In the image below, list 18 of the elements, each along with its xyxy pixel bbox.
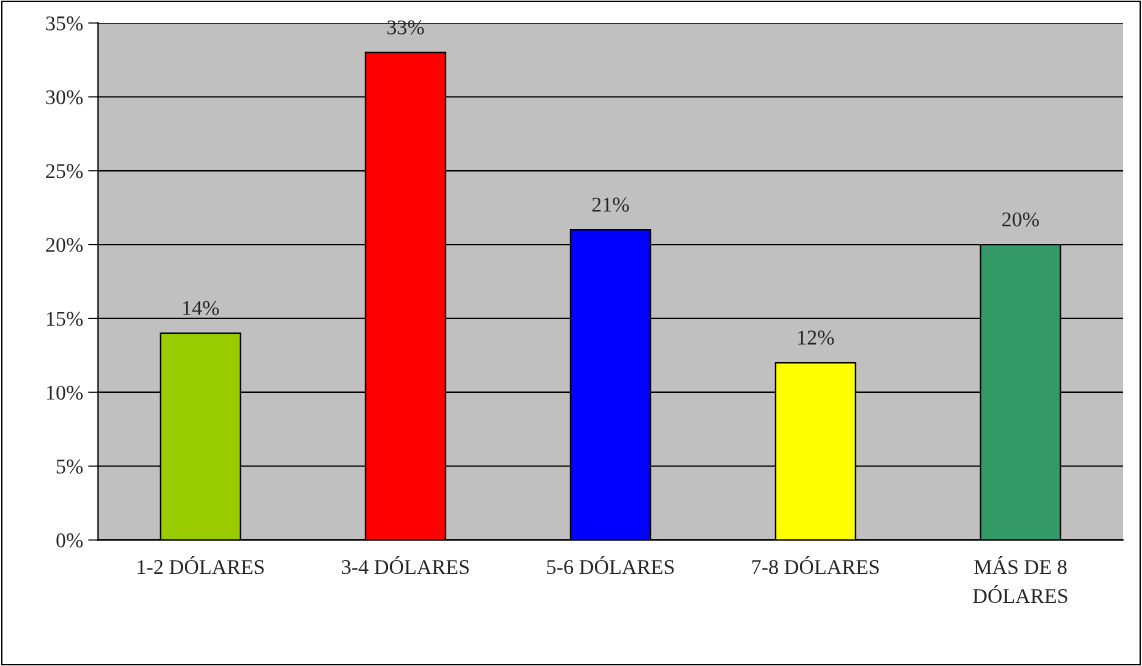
- y-tick-label: 15%: [47, 311, 83, 326]
- x-tick-label: 1-2 DÓLARES: [137, 556, 264, 575]
- y-tick-label: 5%: [56, 459, 83, 474]
- x-tick-label: MÁS DE 8 DÓLARES: [973, 556, 1068, 604]
- y-tick-label: 25%: [46, 164, 83, 179]
- y-tick-label: 0%: [56, 533, 83, 548]
- y-tick-label: 30%: [46, 90, 83, 105]
- data-label: 21%: [592, 197, 629, 212]
- y-tick-label: 35%: [46, 16, 83, 31]
- y-tick-label: 10%: [47, 385, 83, 400]
- data-label: 33%: [387, 20, 424, 35]
- data-label: 12%: [798, 330, 834, 345]
- data-label: 14%: [183, 301, 219, 316]
- x-tick-label: 5-6 DÓLARES: [547, 556, 674, 575]
- data-label: 20%: [1002, 212, 1039, 227]
- x-tick-label: 7-8 DÓLARES: [752, 556, 879, 575]
- y-tick-label: 20%: [46, 237, 83, 253]
- x-tick-label: 3-4 DÓLARES: [341, 556, 469, 575]
